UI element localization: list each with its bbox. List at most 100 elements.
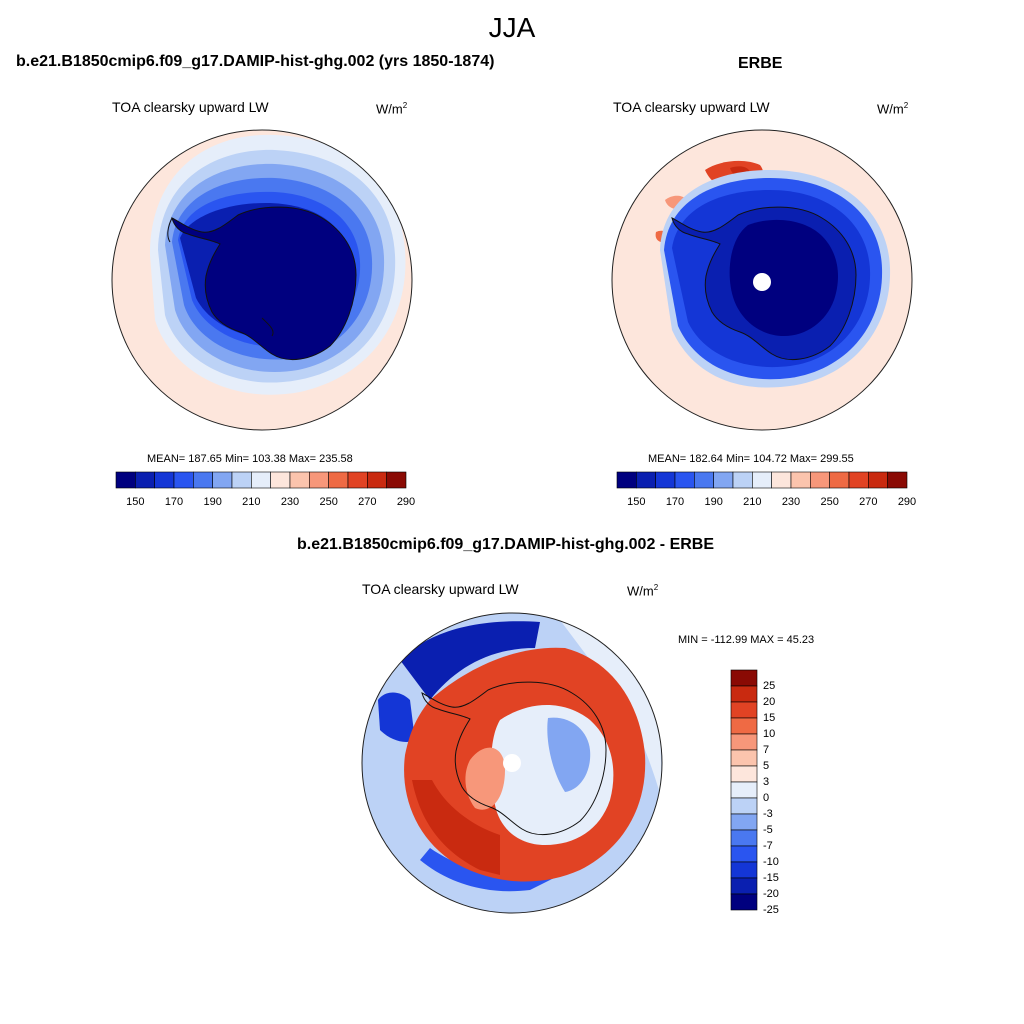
colorbar-tick-label: 25 (763, 680, 775, 692)
panel-3-variable: TOA clearsky upward LW (362, 581, 519, 597)
map-2-frame (611, 129, 913, 431)
colorbar-tick-label: -20 (763, 888, 779, 900)
main-title: JJA (488, 12, 536, 43)
colorbar-swatch (212, 471, 233, 489)
colorbar-swatch (730, 813, 758, 831)
colorbar-swatch (251, 471, 271, 489)
colorbar-swatch (616, 471, 637, 489)
map-3-blue-arc-top (400, 621, 540, 700)
map-3-darkred-left (412, 780, 500, 875)
colorbar-2: 150 170 190 210 230 250 270 290 (616, 471, 916, 508)
colorbar-swatch (713, 471, 734, 489)
colorbar-tick-label: 210 (743, 496, 761, 508)
map-3-interior-blue (547, 717, 591, 792)
map-3-interior-red (465, 747, 505, 810)
colorbar-swatch (193, 471, 213, 489)
map-3-coast (421, 681, 607, 835)
colorbar-swatch (386, 471, 407, 489)
map-3-pole-hole (503, 754, 521, 772)
colorbar-tick-label: -10 (763, 856, 779, 868)
colorbar-3: 25 20 15 10 7 5 3 0 -3 -5 -7 -10 -15 -20 -25 (730, 669, 779, 916)
colorbar-tick-label: 170 (165, 496, 183, 508)
colorbar-swatch (810, 471, 830, 489)
colorbar-swatch (752, 471, 772, 489)
colorbar-tick-label: 10 (763, 728, 775, 740)
colorbar-swatch (730, 669, 758, 687)
colorbar-tick-label: 0 (763, 792, 769, 804)
map-2-interior (729, 219, 838, 336)
colorbar-tick-label: -5 (763, 824, 773, 836)
colorbar-swatch (694, 471, 714, 489)
colorbar-swatch (347, 471, 368, 489)
map-1-frame (111, 129, 413, 431)
colorbar-swatch (270, 471, 291, 489)
colorbar-swatch (655, 471, 676, 489)
colorbar-tick-label: 3 (763, 776, 769, 788)
colorbar-swatch (730, 829, 758, 847)
colorbar-swatch (367, 471, 387, 489)
panel-1-variable: TOA clearsky upward LW (112, 99, 269, 115)
colorbar-swatch (730, 797, 758, 815)
colorbar-tick-label: 250 (319, 496, 337, 508)
panel-2-stats: MEAN= 182.64 Min= 104.72 Max= 299.55 (648, 453, 854, 465)
colorbar-tick-label: 210 (242, 496, 260, 508)
colorbar-tick-label: 290 (898, 496, 916, 508)
colorbar-swatch (730, 733, 758, 751)
panel-1-title: b.e21.B1850cmip6.f09_g17.DAMIP-hist-ghg.… (16, 53, 495, 70)
colorbar-swatch (309, 471, 329, 489)
colorbar-swatch (730, 701, 758, 719)
panel-3-stats: MIN = -112.99 MAX = 45.23 (678, 634, 815, 646)
colorbar-swatch (730, 845, 758, 863)
colorbar-swatch (730, 765, 758, 783)
colorbar-swatch (730, 781, 758, 799)
colorbar-swatch (636, 471, 656, 489)
colorbar-tick-label: 270 (859, 496, 877, 508)
colorbar-tick-label: 150 (627, 496, 645, 508)
colorbar-swatch (115, 471, 136, 489)
colorbar-swatch (887, 471, 908, 489)
colorbar-tick-label: 190 (704, 496, 722, 508)
colorbar-swatch (135, 471, 155, 489)
colorbar-swatch (868, 471, 888, 489)
colorbar-swatch (732, 471, 753, 489)
colorbar-tick-label: -15 (763, 872, 779, 884)
colorbar-tick-label: 230 (782, 496, 800, 508)
map-3-frame (361, 612, 663, 914)
panel-3-title: b.e21.B1850cmip6.f09_g17.DAMIP-hist-ghg.… (297, 536, 715, 553)
panel-3-units: W/m2 (627, 583, 659, 599)
colorbar-swatch (289, 471, 310, 489)
colorbar-swatch (231, 471, 252, 489)
colorbar-swatch (730, 861, 758, 879)
colorbar-tick-label: 250 (820, 496, 838, 508)
map-1-peninsula (167, 217, 274, 337)
colorbar-tick-label: -7 (763, 840, 773, 852)
colorbar-tick-label: 290 (397, 496, 415, 508)
map-3 (362, 613, 662, 913)
colorbar-tick-label: -25 (763, 904, 779, 916)
colorbar-tick-label: -3 (763, 808, 773, 820)
colorbar-tick-label: 170 (666, 496, 684, 508)
colorbar-swatch (730, 893, 758, 911)
colorbar-swatch (154, 471, 175, 489)
colorbar-tick-label: 230 (281, 496, 299, 508)
colorbar-1: 150 170 190 210 230 250 270 290 (115, 471, 415, 508)
colorbar-swatch (328, 471, 349, 489)
colorbar-tick-label: 190 (203, 496, 221, 508)
panel-2-title: ERBE (738, 55, 783, 72)
colorbar-swatch (730, 749, 758, 767)
map-2 (612, 130, 912, 430)
colorbar-swatch (848, 471, 869, 489)
map-3-blue-left (378, 692, 415, 742)
colorbar-tick-label: 5 (763, 760, 769, 772)
colorbar-tick-label: 7 (763, 744, 769, 756)
panel-2-variable: TOA clearsky upward LW (613, 99, 770, 115)
colorbar-swatch (730, 877, 758, 895)
colorbar-swatch (771, 471, 792, 489)
colorbar-swatch (173, 471, 194, 489)
map-2-pole-hole (753, 273, 771, 291)
colorbar-tick-label: 150 (126, 496, 144, 508)
colorbar-swatch (674, 471, 695, 489)
map-1 (112, 130, 412, 430)
map-3-outer-light (560, 620, 662, 800)
